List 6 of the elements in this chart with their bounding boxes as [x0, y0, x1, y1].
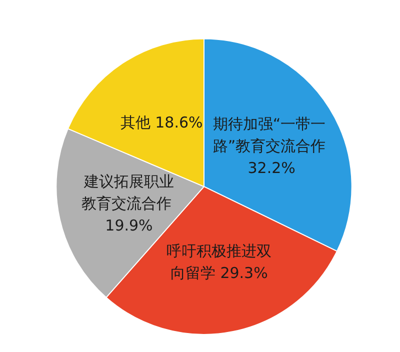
data-label: 32.2%: [242, 158, 296, 177]
slice-label: 呼吁积极推进双向留学 29.3%: [166, 242, 272, 282]
slice-label: 其他 18.6%: [120, 113, 203, 132]
slice-label: 期待加强“一带一路”教育交流合作: [212, 114, 326, 155]
data-label: 19.9%: [105, 216, 153, 235]
slice-label: 建议拓展职业教育交流合作: [82, 172, 176, 213]
